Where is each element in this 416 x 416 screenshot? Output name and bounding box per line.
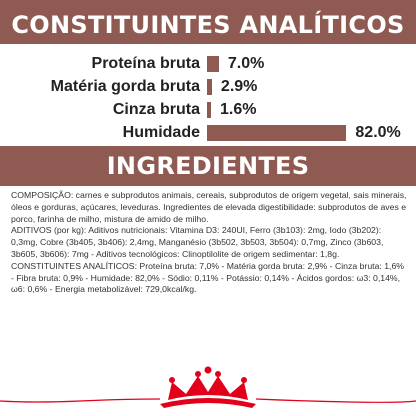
analytic-row-value: 7.0% xyxy=(227,55,265,72)
analytic-row: Matéria gorda bruta 2.9% xyxy=(0,76,416,98)
ingredients-title-text: INGREDIENTES xyxy=(106,152,310,180)
analytic-row-bar xyxy=(207,125,347,141)
analytic-row-label: Humidade xyxy=(122,124,200,141)
analytic-row: Proteína bruta 7.0% xyxy=(0,53,416,75)
ingredients-section-title: INGREDIENTES xyxy=(0,146,416,186)
additives-paragraph: ADITIVOS (por kg): Aditivos nutricionais… xyxy=(11,225,384,259)
analytic-title-text: CONSTITUINTES ANALÍTICOS xyxy=(11,11,405,39)
analytic-constituents-paragraph: CONSTITUINTES ANALÍTICOS: Proteína bruta… xyxy=(11,260,405,295)
analytic-row-label: Cinza bruta xyxy=(112,101,200,118)
analytic-row-bar xyxy=(207,102,211,118)
analytic-row-bar xyxy=(207,56,219,72)
analytic-row-value: 1.6% xyxy=(220,101,257,118)
analytic-row-value: 82.0% xyxy=(355,124,401,141)
analytic-row: Humidade 82.0% xyxy=(0,122,416,144)
analytic-row-label: Matéria gorda bruta xyxy=(50,78,200,95)
composition-paragraph: COMPOSIÇÃO: carnes e subprodutos animais… xyxy=(11,190,407,224)
analytic-row: Cinza bruta 1.6% xyxy=(0,99,416,121)
analytic-row-label: Proteína bruta xyxy=(91,55,200,72)
analytic-row-bar xyxy=(207,79,212,95)
ingredients-text: COMPOSIÇÃO: carnes e subprodutos animais… xyxy=(11,190,409,296)
analytic-row-value: 2.9% xyxy=(220,78,258,95)
analytic-section-title: CONSTITUINTES ANALÍTICOS xyxy=(0,0,416,44)
royal-canin-crown-logo xyxy=(0,366,416,408)
